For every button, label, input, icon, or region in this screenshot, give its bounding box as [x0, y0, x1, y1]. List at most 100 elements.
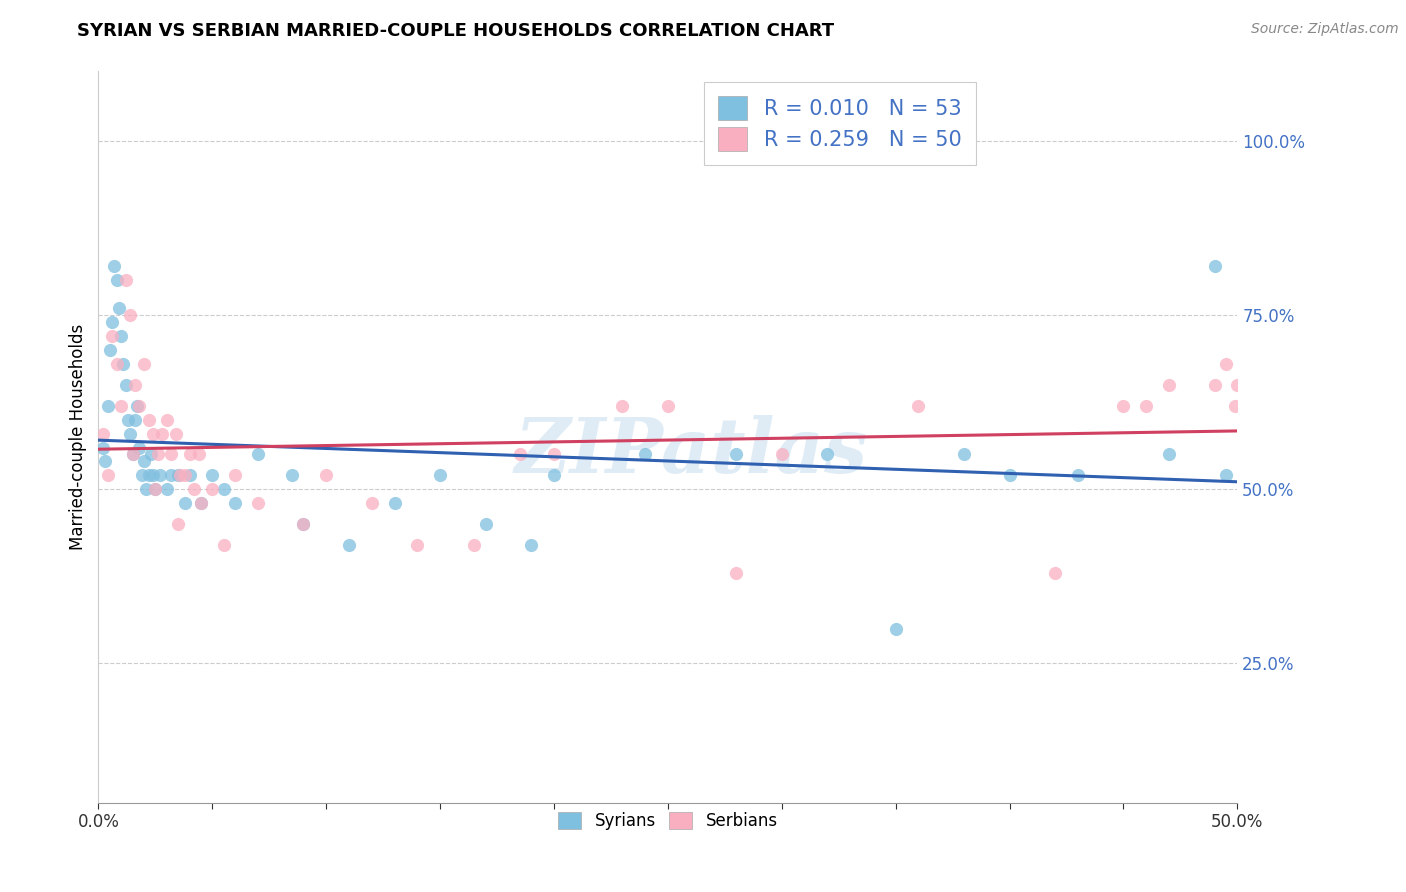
- Point: [160, 448, 183, 462]
- Point: [145, 483, 167, 497]
- Point: [132, 357, 155, 371]
- Point: [520, 538, 543, 552]
- Point: [998, 468, 1021, 483]
- Point: [1112, 399, 1135, 413]
- Point: [150, 426, 173, 441]
- Point: [1223, 399, 1246, 413]
- Legend: Syrians, Serbians: Syrians, Serbians: [550, 804, 786, 838]
- Point: [360, 496, 382, 510]
- Text: ZIPatlas: ZIPatlas: [515, 415, 868, 489]
- Point: [406, 538, 429, 552]
- Point: [281, 468, 304, 483]
- Text: SYRIAN VS SERBIAN MARRIED-COUPLE HOUSEHOLDS CORRELATION CHART: SYRIAN VS SERBIAN MARRIED-COUPLE HOUSEHO…: [77, 22, 834, 40]
- Point: [156, 483, 179, 497]
- Point: [96, 468, 118, 483]
- Point: [103, 260, 125, 274]
- Point: [953, 448, 976, 462]
- Point: [98, 343, 121, 357]
- Point: [132, 454, 155, 468]
- Point: [120, 308, 142, 322]
- Point: [101, 329, 124, 343]
- Point: [135, 483, 157, 497]
- Point: [612, 399, 634, 413]
- Point: [179, 468, 201, 483]
- Point: [1157, 377, 1180, 392]
- Point: [128, 441, 150, 455]
- Point: [315, 468, 337, 483]
- Point: [201, 483, 224, 497]
- Point: [190, 496, 212, 510]
- Point: [167, 517, 190, 532]
- Point: [165, 426, 187, 441]
- Point: [156, 412, 179, 426]
- Point: [91, 426, 114, 441]
- Point: [725, 566, 748, 580]
- Point: [117, 412, 139, 426]
- Point: [124, 377, 146, 392]
- Point: [224, 468, 246, 483]
- Point: [174, 496, 197, 510]
- Point: [634, 448, 657, 462]
- Point: [337, 538, 360, 552]
- Point: [146, 448, 169, 462]
- Point: [142, 468, 165, 483]
- Point: [110, 329, 132, 343]
- Point: [1135, 399, 1157, 413]
- Point: [1157, 448, 1180, 462]
- Point: [1226, 377, 1249, 392]
- Point: [657, 399, 679, 413]
- Point: [429, 468, 451, 483]
- Point: [187, 448, 209, 462]
- Point: [160, 468, 183, 483]
- Point: [112, 357, 135, 371]
- Point: [101, 315, 124, 329]
- Point: [124, 412, 146, 426]
- Point: [884, 622, 907, 636]
- Point: [174, 468, 197, 483]
- Point: [1204, 377, 1226, 392]
- Point: [384, 496, 406, 510]
- Point: [292, 517, 315, 532]
- Point: [179, 448, 201, 462]
- Point: [1204, 260, 1226, 274]
- Point: [224, 496, 246, 510]
- Point: [114, 377, 136, 392]
- Point: [91, 441, 114, 455]
- Point: [183, 483, 205, 497]
- Point: [108, 301, 131, 316]
- Point: [292, 517, 315, 532]
- Point: [212, 538, 235, 552]
- Point: [907, 399, 929, 413]
- Point: [139, 448, 162, 462]
- Point: [770, 448, 793, 462]
- Point: [131, 468, 153, 483]
- Point: [201, 468, 224, 483]
- Point: [212, 483, 235, 497]
- Point: [145, 483, 167, 497]
- Y-axis label: Married-couple Households: Married-couple Households: [69, 324, 87, 550]
- Point: [142, 426, 165, 441]
- Point: [1215, 357, 1237, 371]
- Point: [190, 496, 212, 510]
- Point: [121, 448, 143, 462]
- Point: [815, 448, 838, 462]
- Point: [105, 273, 128, 287]
- Point: [474, 517, 496, 532]
- Point: [110, 399, 132, 413]
- Point: [120, 426, 142, 441]
- Point: [138, 412, 160, 426]
- Point: [167, 468, 190, 483]
- Point: [543, 448, 565, 462]
- Point: [169, 468, 191, 483]
- Point: [96, 399, 118, 413]
- Point: [509, 448, 531, 462]
- Point: [105, 357, 128, 371]
- Point: [246, 496, 269, 510]
- Point: [94, 454, 117, 468]
- Point: [138, 468, 160, 483]
- Point: [725, 448, 748, 462]
- Point: [1067, 468, 1090, 483]
- Point: [149, 468, 172, 483]
- Point: [127, 399, 149, 413]
- Point: [246, 448, 269, 462]
